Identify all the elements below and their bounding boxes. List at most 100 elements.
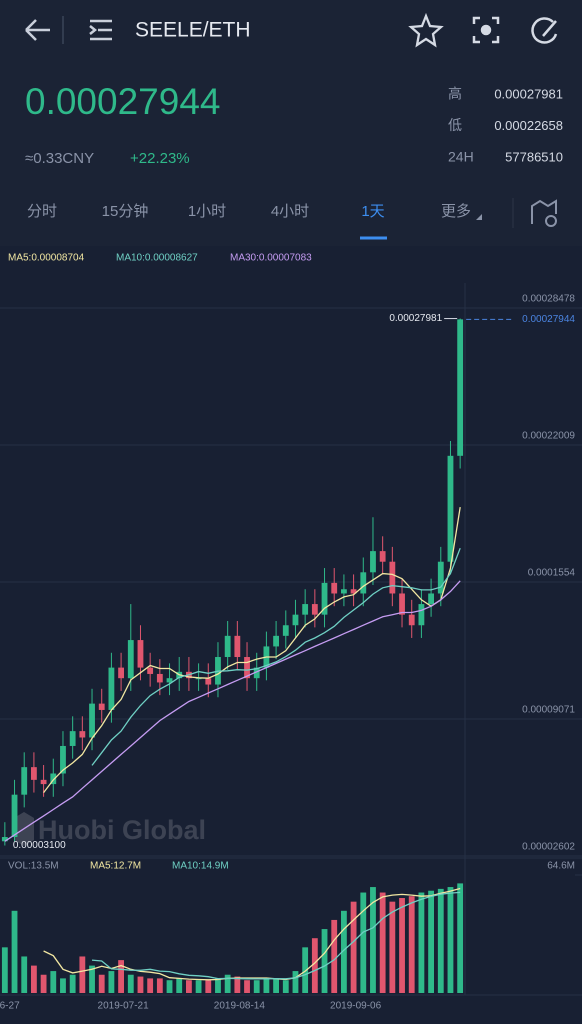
tab[interactable]: 1小时 [188,203,226,220]
candle-body [1,837,8,842]
volume-bar [215,978,221,993]
stat-label: 24H [448,149,474,165]
favorite-button[interactable] [408,12,444,48]
volume-bar [137,976,144,993]
volume-bar [127,974,134,993]
volume-bar [69,974,76,993]
candle-body [205,678,212,685]
candle-body [341,589,347,594]
volume-bar [418,892,425,993]
candle-body [118,667,124,679]
volume-bar [50,971,57,993]
candle-body [31,767,37,780]
tab[interactable]: 15分钟 [102,203,149,220]
volume-bar [370,887,376,993]
candle-body [418,604,425,626]
volume-bar [176,978,183,993]
candle-body [79,731,86,738]
volume-bar [292,971,299,993]
legend-entry: MA10:14.9M [172,861,229,872]
volume-bar [321,929,328,993]
volume-bar [428,890,434,993]
candle-body [408,614,415,626]
y-tick-label: 0.00009071 [522,705,575,716]
volume-bar [408,896,415,993]
volume-bar [302,947,309,993]
legend-entry: MA30:0.00007083 [230,253,312,264]
volume-bar [11,910,18,993]
volume-bar [60,978,66,993]
candle-body [253,667,260,679]
legend-entry: VOL:13.5M [8,861,59,872]
candle-body [127,640,134,679]
candle-body [360,572,367,594]
last-price: 0.00027944 [25,81,220,122]
volume-bar [331,919,338,993]
ma-line [91,547,461,766]
candle-body [156,673,163,683]
candle-body [89,703,95,738]
volume-bar [244,980,250,993]
candle-body [428,593,434,605]
volume-bar [389,901,396,993]
candle-body [379,551,386,562]
pair-title[interactable]: SEELE/ETH [135,19,251,42]
legend-entry: MA5:0.00008704 [8,253,85,264]
volume-bar [273,978,279,993]
stat-value: 0.00022658 [494,118,563,133]
volume-bar [186,980,192,993]
candle-body [166,678,173,683]
candle-body [40,779,47,785]
scan-button[interactable] [472,16,500,44]
candle-body [69,731,76,746]
stat-value: 57786510 [505,149,563,164]
menu-button[interactable] [89,19,112,41]
candle-body [370,551,376,573]
volume-bar [341,910,347,993]
volume-bar [350,901,357,993]
watermark: Huobi Global [38,815,206,845]
settings-button[interactable] [531,199,557,227]
candle-body [21,767,28,795]
volume-bar [224,974,231,993]
cny-price: ≈0.33CNY [25,150,94,167]
candle-body [244,657,250,679]
x-tick-label: 2019-07-21 [98,1001,150,1012]
tab[interactable]: 1天 [361,203,384,220]
x-tick-label: 06-27 [0,1001,20,1012]
stat-value: 0.00027981 [494,86,563,101]
volume-bar [21,956,28,993]
candle-body [11,794,18,838]
tab[interactable]: 分时 [27,203,57,220]
volume-bar [108,971,115,993]
refresh-button[interactable] [531,17,558,44]
volume-bar [234,976,241,993]
low-label: 0.00003100 [13,840,66,851]
candle-body [447,455,454,562]
volume-bar [40,974,47,993]
y-tick-label: 0.00002602 [522,842,575,853]
volume-bar [447,887,454,993]
x-tick-label: 2019-09-06 [330,1001,382,1012]
tab[interactable]: 4小时 [271,203,309,220]
candle-body [331,582,338,594]
candle-body [137,640,144,668]
ma-line [43,506,461,793]
volume-bar [31,965,37,993]
last-price-label: 0.00027944 [522,314,575,325]
ma-line [43,887,461,981]
stat-label: 高 [448,86,462,102]
back-button[interactable] [25,19,50,41]
volume-bar [457,883,464,993]
more-caret [476,214,482,220]
y-tick-label: 0.00028478 [522,294,575,305]
candle-body [389,561,396,594]
tab[interactable]: 更多 [441,203,471,220]
candle-body [60,745,66,774]
candle-body [302,604,309,615]
high-label: 0.00027981 [389,313,442,324]
x-tick-label: 2019-08-14 [214,1001,266,1012]
candle-body [292,614,299,626]
candle-body [282,625,289,636]
stat-label: 低 [448,117,462,133]
